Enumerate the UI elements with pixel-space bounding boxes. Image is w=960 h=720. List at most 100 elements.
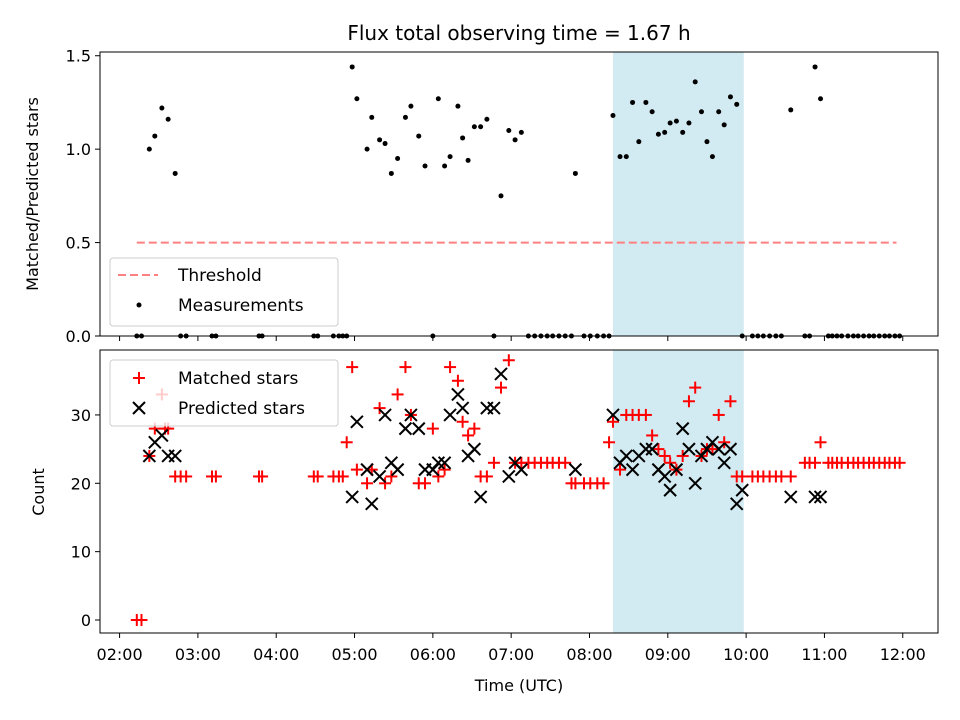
predicted-star-point xyxy=(723,442,738,456)
predicted-star-point xyxy=(437,456,452,470)
matched-star-point xyxy=(209,470,222,483)
measurement-point xyxy=(455,103,461,109)
bottom-x-axis: 02:00 03:00 04:00 05:00 06:00 07:00 08:00 09:00… xyxy=(97,633,926,664)
predicted-star-point xyxy=(682,442,696,456)
predicted-star-point xyxy=(473,490,488,504)
predicted-star-point xyxy=(360,462,374,477)
matched-star-point xyxy=(712,408,725,421)
bottom-y-tick-label: 10 xyxy=(71,543,91,562)
predicted-star-point xyxy=(502,469,516,484)
predicted-star-point xyxy=(717,456,731,470)
top-legend-box xyxy=(109,257,339,327)
predicted-star-point xyxy=(808,490,822,504)
matched-star-point xyxy=(385,470,398,483)
measurement-point xyxy=(172,170,178,176)
bottom-x-tick-label: 10:00 xyxy=(723,645,769,664)
measurement-point xyxy=(686,120,692,126)
matched-star-point xyxy=(180,470,193,483)
matched-star-point xyxy=(724,395,737,408)
predicted-star-point xyxy=(813,490,828,504)
measurement-point xyxy=(388,170,394,176)
matched-star-point xyxy=(676,449,689,462)
measurement-point xyxy=(734,101,740,107)
bottom-legend-box xyxy=(109,359,339,427)
predicted-star-point xyxy=(431,456,446,470)
top-highlight-span xyxy=(612,52,744,336)
legend-matched-swatch xyxy=(133,372,145,384)
measurement-point xyxy=(416,133,422,139)
top-plot-frame xyxy=(99,51,939,337)
predicted-star-point xyxy=(645,442,659,456)
predicted-star-point xyxy=(784,490,798,504)
predicted-star-point xyxy=(365,497,379,511)
bottom-y-tick-label: 30 xyxy=(71,406,91,425)
matched-star-point xyxy=(689,381,702,394)
predicted-star-point xyxy=(451,387,465,402)
matched-star-point xyxy=(468,422,481,435)
predicted-star-point xyxy=(619,449,634,463)
matched-star-point xyxy=(444,361,457,374)
measurement-point xyxy=(617,154,623,160)
legend-threshold-label: Threshold xyxy=(177,266,262,286)
matched-star-point xyxy=(256,470,269,483)
measurement-point xyxy=(146,146,152,152)
predicted-star-point xyxy=(467,442,482,456)
measurement-point xyxy=(630,99,636,105)
matched-star-point xyxy=(336,470,349,483)
measurement-point xyxy=(442,163,448,169)
predicted-star-point xyxy=(350,415,364,429)
bottom-y-tick-label: 0 xyxy=(81,611,91,630)
predicted-star-point xyxy=(142,449,157,463)
measurement-point xyxy=(636,139,642,145)
matched-star-point xyxy=(311,470,324,483)
matched-star-point xyxy=(658,449,671,462)
bottom-x-tick-label: 04:00 xyxy=(253,645,299,664)
measurement-point xyxy=(408,103,414,109)
measurement-point xyxy=(471,124,477,130)
measurement-point xyxy=(673,118,679,124)
bottom-plot-frame xyxy=(99,349,939,634)
measurement-point xyxy=(788,107,794,113)
measurement-point xyxy=(498,193,504,199)
matched-star-point xyxy=(814,436,827,449)
bottom-x-tick-label: 09:00 xyxy=(645,645,691,664)
measurement-point xyxy=(159,105,165,111)
matched-star-point xyxy=(682,395,695,408)
predicted-star-point xyxy=(688,476,702,491)
predicted-star-point xyxy=(404,408,418,422)
top-x-axis xyxy=(119,336,904,341)
matched-star-point xyxy=(614,463,627,476)
bottom-y-axis: 0 10 20 30 xyxy=(71,406,100,630)
predicted-star-point xyxy=(168,449,182,463)
matched-star-point xyxy=(350,463,363,476)
bottom-x-tick-label: 03:00 xyxy=(175,645,221,664)
measurement-point xyxy=(165,116,171,122)
predicted-star-point xyxy=(487,401,501,415)
matched-star-point xyxy=(784,470,797,483)
bottom-x-tick-label: 11:00 xyxy=(801,645,847,664)
measurement-point xyxy=(349,64,355,70)
measurement-point xyxy=(680,129,686,135)
legend-measurements-label: Measurements xyxy=(178,296,304,316)
matched-star-point xyxy=(718,436,731,449)
measurement-point xyxy=(572,170,578,176)
measurement-point xyxy=(460,135,466,141)
measurement-point xyxy=(667,120,673,126)
bottom-x-tick-label: 05:00 xyxy=(331,645,377,664)
bottom-x-axis-label: Time (UTC) xyxy=(474,676,563,695)
predicted-star-point xyxy=(443,408,457,422)
predicted-star-point xyxy=(372,469,387,484)
matched-star-point xyxy=(135,614,148,627)
bottom-x-tick-label: 02:00 xyxy=(97,645,143,664)
legend-predicted-label: Predicted stars xyxy=(178,399,305,419)
matched-star-point xyxy=(399,361,412,374)
matched-star-point xyxy=(346,361,359,374)
matched-star-point xyxy=(606,415,619,428)
matched-star-point xyxy=(373,402,386,415)
predicted-star-point xyxy=(657,469,672,484)
matched-star-point xyxy=(361,477,374,490)
top-legend: Threshold Measurements xyxy=(109,257,339,327)
matched-star-point xyxy=(487,456,500,469)
measurement-point xyxy=(727,94,733,100)
predicted-star-point xyxy=(669,462,684,477)
